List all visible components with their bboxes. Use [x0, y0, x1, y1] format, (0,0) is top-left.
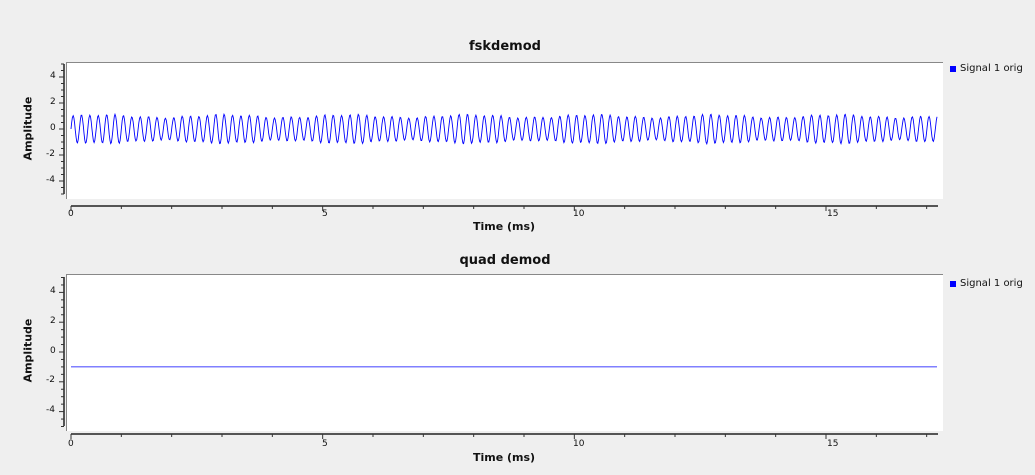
y-tick-label: -2 — [46, 149, 55, 159]
y-tick-label: -4 — [46, 405, 55, 415]
signal-trace — [70, 112, 938, 146]
legend-item[interactable]: Signal 1 orig — [950, 278, 1023, 289]
x-axis-label: Time (ms) — [472, 220, 536, 233]
y-tick-label: 2 — [50, 97, 56, 107]
x-tick-label: 0 — [68, 439, 74, 449]
legend-label: Signal 1 orig — [960, 278, 1023, 289]
x-tick-label: 15 — [827, 439, 839, 449]
legend-item[interactable]: Signal 1 orig — [950, 63, 1023, 74]
legend-label: Signal 1 orig — [960, 63, 1023, 74]
y-tick-label: 4 — [50, 286, 56, 296]
legend-swatch — [950, 280, 956, 287]
legend-swatch — [950, 65, 956, 72]
x-tick-label: 5 — [322, 439, 328, 449]
y-tick-label: -2 — [46, 375, 55, 385]
x-axis-label: Time (ms) — [472, 451, 536, 464]
x-tick-label: 10 — [573, 209, 585, 219]
y-tick-label: 4 — [50, 71, 56, 81]
x-tick-label: 5 — [322, 209, 328, 219]
plot-title-quad-demod: quad demod — [459, 253, 551, 268]
x-tick-label: 10 — [573, 439, 585, 449]
y-tick-label: 0 — [50, 123, 56, 133]
x-tick-label: 0 — [68, 209, 74, 219]
y-tick-label: -4 — [46, 175, 55, 185]
y-tick-label: 2 — [50, 316, 56, 326]
x-tick-label: 15 — [827, 209, 839, 219]
plot-title-fskdemod: fskdemod — [469, 39, 541, 54]
plot-canvas-quad-demod[interactable] — [66, 274, 943, 431]
y-tick-label: 0 — [50, 346, 56, 356]
